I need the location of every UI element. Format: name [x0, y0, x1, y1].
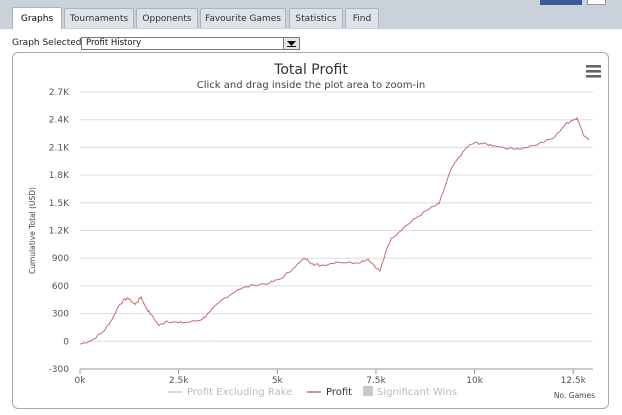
profit-chart[interactable]: Total Profit Click and drag inside the pl…	[13, 53, 610, 410]
y-tick-label: 2.4K	[49, 116, 70, 126]
x-axis-label: No. Games	[554, 391, 595, 400]
x-tick-label: 5k	[272, 376, 284, 386]
chevron-down-icon[interactable]	[283, 38, 299, 49]
hamburger-menu-icon[interactable]	[586, 65, 601, 78]
tab-statistics[interactable]: Statistics	[289, 8, 343, 28]
graph-select[interactable]: Profit History	[81, 37, 300, 50]
x-tick-label: 2.5k	[169, 376, 189, 386]
tab-favourite-games[interactable]: Favourite Games	[200, 8, 286, 28]
y-axis-label: Cumulative Total (USD)	[28, 187, 37, 274]
y-tick-label: 1.2K	[49, 227, 70, 237]
y-tick-label: 300	[52, 310, 69, 320]
y-tick-label: 1.8K	[49, 171, 70, 181]
share-button[interactable]	[540, 0, 582, 5]
profit-series-line	[79, 116, 590, 345]
y-tick-label: 0	[63, 337, 69, 347]
y-tick-label: 900	[52, 254, 69, 264]
tab-find[interactable]: Find	[345, 8, 379, 28]
y-tick-label: 600	[52, 282, 69, 292]
legend-swatch-significant-wins	[363, 386, 373, 396]
chart-title: Total Profit	[273, 62, 348, 78]
legend-item-profit[interactable]: Profit	[326, 387, 352, 398]
tab-tournaments[interactable]: Tournaments	[64, 8, 134, 28]
tab-opponents[interactable]: Opponents	[136, 8, 198, 28]
y-tick-label: 2.1K	[49, 143, 70, 153]
x-tick-label: 12.5k	[561, 376, 587, 386]
tab-graphs[interactable]: Graphs	[12, 7, 62, 29]
legend-item-profit-excluding-rake[interactable]: Profit Excluding Rake	[187, 387, 292, 398]
chart-subtitle: Click and drag inside the plot area to z…	[197, 80, 425, 91]
legend-item-significant-wins[interactable]: Significant Wins	[377, 387, 457, 398]
y-tick-label: 2.7K	[49, 88, 70, 98]
y-tick-label: -300	[49, 365, 70, 375]
x-tick-label: 0k	[75, 376, 87, 386]
x-tick-label: 10k	[466, 376, 483, 386]
graph-select-value: Profit History	[86, 38, 142, 48]
chart-panel: Total Profit Click and drag inside the pl…	[12, 52, 609, 409]
x-tick-label: 7.5k	[366, 376, 386, 386]
graph-selected-label: Graph Selected:	[12, 38, 85, 48]
corner-button[interactable]	[587, 0, 606, 5]
y-tick-label: 1.5K	[49, 199, 70, 209]
